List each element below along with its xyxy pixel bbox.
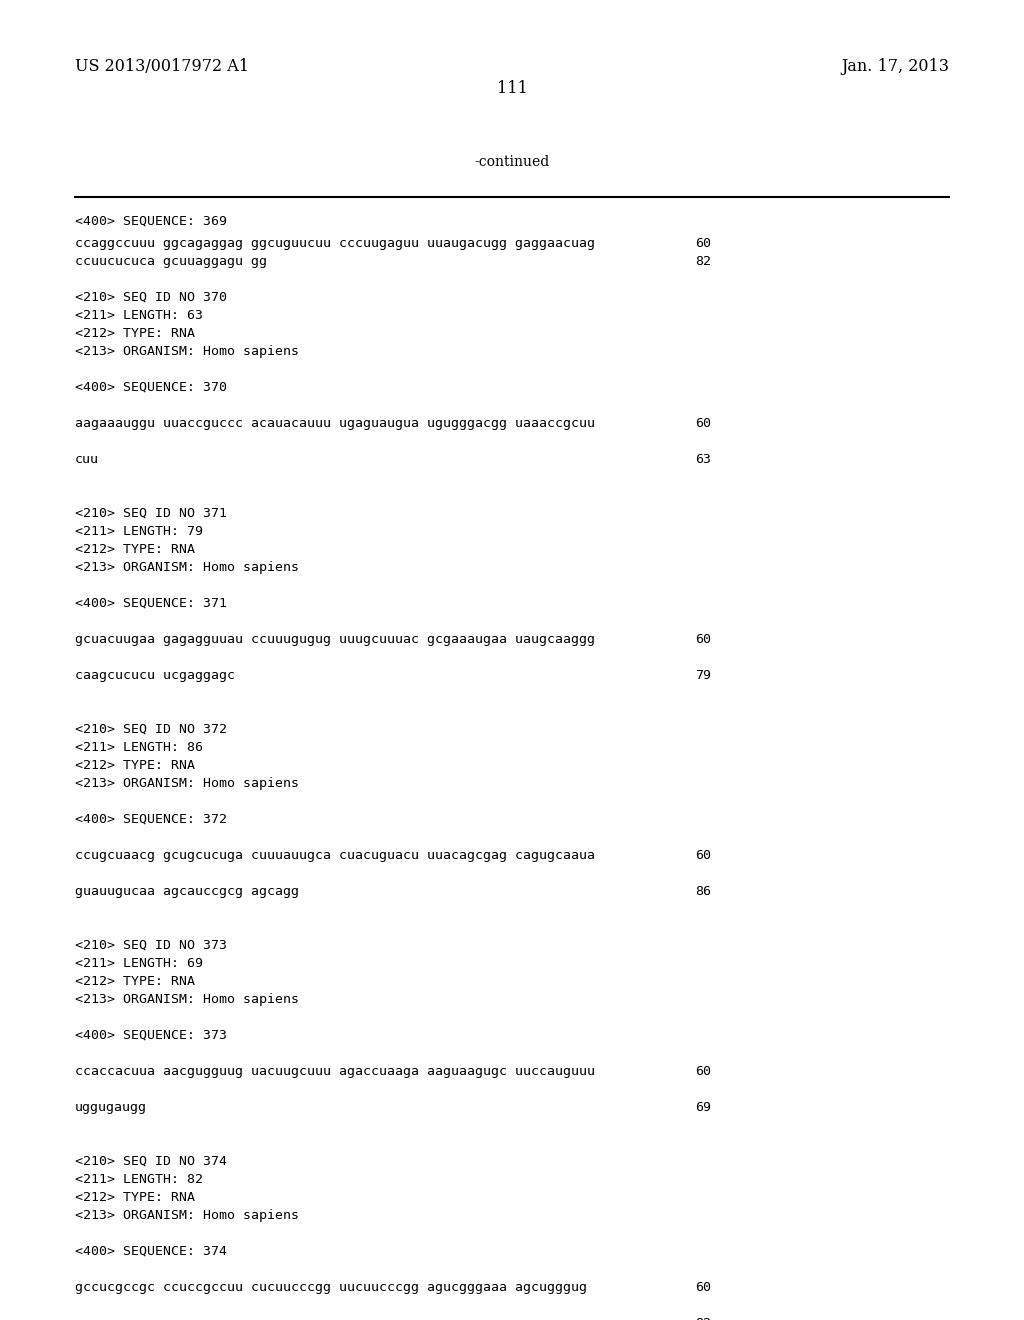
Text: 60: 60 [695, 1065, 711, 1078]
Text: aagaaauggu uuaccguccc acauacauuu ugaguaugua ugugggacgg uaaaccgcuu: aagaaauggu uuaccguccc acauacauuu ugaguau… [75, 417, 595, 430]
Text: 60: 60 [695, 849, 711, 862]
Text: <210> SEQ ID NO 372: <210> SEQ ID NO 372 [75, 723, 227, 737]
Text: ccaccacuua aacgugguug uacuugcuuu agaccuaaga aaguaagugc uuccauguuu: ccaccacuua aacgugguug uacuugcuuu agaccua… [75, 1065, 595, 1078]
Text: Jan. 17, 2013: Jan. 17, 2013 [841, 58, 949, 75]
Text: <213> ORGANISM: Homo sapiens: <213> ORGANISM: Homo sapiens [75, 777, 299, 789]
Text: ccaggccuuu ggcagaggag ggcuguucuu cccuugaguu uuaugacugg gaggaacuag: ccaggccuuu ggcagaggag ggcuguucuu cccuuga… [75, 238, 595, 249]
Text: 69: 69 [695, 1101, 711, 1114]
Text: 86: 86 [695, 884, 711, 898]
Text: <210> SEQ ID NO 374: <210> SEQ ID NO 374 [75, 1155, 227, 1168]
Text: <400> SEQUENCE: 370: <400> SEQUENCE: 370 [75, 381, 227, 393]
Text: ccugcuaacg gcugcucuga cuuuauugca cuacuguacu uuacagcgag cagugcaaua: ccugcuaacg gcugcucuga cuuuauugca cuacugu… [75, 849, 595, 862]
Text: <211> LENGTH: 69: <211> LENGTH: 69 [75, 957, 203, 970]
Text: <213> ORGANISM: Homo sapiens: <213> ORGANISM: Homo sapiens [75, 993, 299, 1006]
Text: agagggcgaa aaaggaugug gg: agagggcgaa aaaggaugug gg [75, 1317, 267, 1320]
Text: 111: 111 [497, 81, 527, 96]
Text: 79: 79 [695, 669, 711, 682]
Text: <400> SEQUENCE: 372: <400> SEQUENCE: 372 [75, 813, 227, 826]
Text: <212> TYPE: RNA: <212> TYPE: RNA [75, 759, 195, 772]
Text: <213> ORGANISM: Homo sapiens: <213> ORGANISM: Homo sapiens [75, 1209, 299, 1222]
Text: 63: 63 [695, 453, 711, 466]
Text: ccuucucuca gcuuaggagu gg: ccuucucuca gcuuaggagu gg [75, 255, 267, 268]
Text: <210> SEQ ID NO 371: <210> SEQ ID NO 371 [75, 507, 227, 520]
Text: <210> SEQ ID NO 373: <210> SEQ ID NO 373 [75, 939, 227, 952]
Text: <212> TYPE: RNA: <212> TYPE: RNA [75, 975, 195, 987]
Text: <400> SEQUENCE: 369: <400> SEQUENCE: 369 [75, 215, 227, 228]
Text: US 2013/0017972 A1: US 2013/0017972 A1 [75, 58, 249, 75]
Text: <212> TYPE: RNA: <212> TYPE: RNA [75, 543, 195, 556]
Text: 60: 60 [695, 238, 711, 249]
Text: <212> TYPE: RNA: <212> TYPE: RNA [75, 1191, 195, 1204]
Text: 60: 60 [695, 634, 711, 645]
Text: 82: 82 [695, 1317, 711, 1320]
Text: <211> LENGTH: 79: <211> LENGTH: 79 [75, 525, 203, 539]
Text: guauugucaa agcauccgcg agcagg: guauugucaa agcauccgcg agcagg [75, 884, 299, 898]
Text: 60: 60 [695, 1280, 711, 1294]
Text: <400> SEQUENCE: 374: <400> SEQUENCE: 374 [75, 1245, 227, 1258]
Text: caagcucucu ucgaggagc: caagcucucu ucgaggagc [75, 669, 234, 682]
Text: 82: 82 [695, 255, 711, 268]
Text: <400> SEQUENCE: 373: <400> SEQUENCE: 373 [75, 1030, 227, 1041]
Text: <213> ORGANISM: Homo sapiens: <213> ORGANISM: Homo sapiens [75, 561, 299, 574]
Text: <212> TYPE: RNA: <212> TYPE: RNA [75, 327, 195, 341]
Text: <211> LENGTH: 82: <211> LENGTH: 82 [75, 1173, 203, 1185]
Text: uggugaugg: uggugaugg [75, 1101, 147, 1114]
Text: 60: 60 [695, 417, 711, 430]
Text: <213> ORGANISM: Homo sapiens: <213> ORGANISM: Homo sapiens [75, 345, 299, 358]
Text: gccucgccgc ccuccgccuu cucuucccgg uucuucccgg agucgggaaa agcugggug: gccucgccgc ccuccgccuu cucuucccgg uucuucc… [75, 1280, 587, 1294]
Text: cuu: cuu [75, 453, 99, 466]
Text: <210> SEQ ID NO 370: <210> SEQ ID NO 370 [75, 290, 227, 304]
Text: gcuacuugaa gagagguuau ccuuugugug uuugcuuuac gcgaaaugaa uaugcaaggg: gcuacuugaa gagagguuau ccuuugugug uuugcuu… [75, 634, 595, 645]
Text: <211> LENGTH: 86: <211> LENGTH: 86 [75, 741, 203, 754]
Text: -continued: -continued [474, 154, 550, 169]
Text: <400> SEQUENCE: 371: <400> SEQUENCE: 371 [75, 597, 227, 610]
Text: <211> LENGTH: 63: <211> LENGTH: 63 [75, 309, 203, 322]
